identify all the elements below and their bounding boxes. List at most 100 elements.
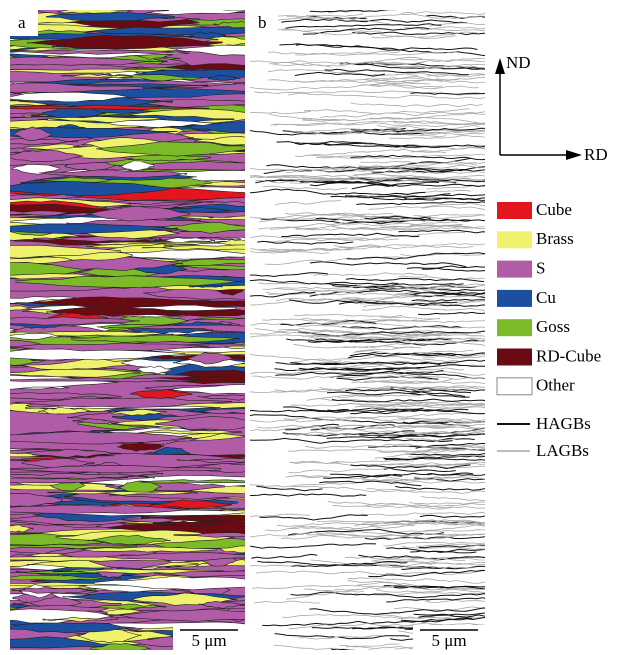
lagb-line	[290, 460, 339, 464]
lagb-line	[250, 564, 308, 567]
lagb-line	[250, 175, 324, 179]
lagb-line	[283, 412, 485, 420]
hagb-line	[337, 635, 410, 640]
lagb-line	[344, 176, 471, 182]
hagb-line	[250, 407, 469, 413]
hagb-line	[324, 68, 469, 76]
legend-swatch	[497, 260, 532, 278]
hagb-line	[353, 63, 485, 70]
lagb-line	[295, 51, 458, 56]
hagb-line	[395, 168, 485, 173]
hagb-line	[390, 386, 485, 392]
grain	[194, 136, 245, 146]
lagb-line	[254, 212, 370, 220]
legend-swatch	[497, 202, 532, 219]
grain	[78, 546, 217, 553]
lagb-line	[368, 202, 485, 210]
lagb-line	[263, 17, 390, 24]
grain	[21, 448, 114, 458]
lagb-line	[421, 430, 485, 434]
lagb-line	[263, 185, 348, 191]
hagb-line	[266, 157, 471, 169]
hagb-line	[312, 359, 485, 366]
lagb-line	[342, 340, 485, 349]
lagb-line	[376, 588, 485, 594]
hagb-line	[309, 261, 467, 268]
legend-swatch	[497, 289, 532, 307]
lagb-line	[258, 213, 403, 223]
lagb-line	[383, 541, 485, 547]
lagb-line	[381, 226, 485, 231]
hagb-line	[275, 369, 444, 376]
lagb-line	[288, 622, 485, 630]
grain	[71, 334, 240, 343]
lagb-line	[258, 226, 319, 230]
lagb-line	[267, 50, 400, 56]
lagb-line	[250, 531, 360, 538]
lagb-line	[277, 328, 435, 335]
lagb-line	[393, 121, 485, 125]
lagb-line	[310, 559, 473, 569]
grain	[93, 576, 245, 591]
grain	[21, 457, 95, 469]
hagb-line	[415, 442, 485, 449]
lagb-line	[292, 479, 485, 487]
lagb-line	[369, 403, 485, 409]
lagb-line	[266, 231, 466, 244]
lagb-line	[326, 423, 485, 432]
hagb-line	[323, 472, 474, 479]
grain	[173, 532, 245, 538]
hagb-line	[257, 560, 408, 566]
lagb-line	[273, 644, 374, 650]
hagb-line	[298, 366, 425, 371]
lagb-line	[409, 501, 485, 505]
lagb-line	[290, 402, 429, 407]
grain	[28, 296, 219, 309]
grain	[158, 520, 220, 527]
grain	[176, 457, 245, 463]
lagb-line	[334, 243, 485, 248]
hagb-line	[383, 467, 456, 473]
hagb-line	[290, 591, 485, 599]
lagb-line	[358, 360, 485, 367]
hagb-line	[350, 464, 471, 470]
hagb-line	[405, 293, 485, 299]
hagb-line	[395, 485, 485, 491]
lagb-line	[297, 427, 485, 435]
panel-label: a	[18, 13, 26, 32]
grain	[90, 642, 151, 650]
grain	[87, 534, 171, 546]
lagb-line	[410, 146, 485, 153]
hagb-line	[336, 376, 439, 381]
lagb-line	[293, 358, 342, 363]
lagb-line	[413, 461, 485, 468]
grain	[10, 472, 149, 480]
lagb-line	[362, 77, 485, 84]
lagb-line	[361, 476, 440, 482]
grain	[175, 369, 245, 378]
lagb-line	[250, 322, 379, 330]
lagb-line	[251, 375, 432, 381]
hagb-line	[400, 616, 485, 623]
lagb-line	[389, 135, 485, 140]
lagb-line	[256, 570, 389, 576]
grain	[10, 504, 189, 514]
hagb-line	[350, 177, 485, 183]
lagb-line	[423, 63, 485, 70]
grain	[122, 161, 245, 171]
hagb-line	[331, 284, 477, 290]
hagb-line	[406, 267, 485, 272]
hagb-line	[384, 457, 485, 461]
hagb-line	[274, 633, 335, 638]
lagb-line	[423, 529, 485, 532]
lagb-line	[400, 252, 485, 257]
grain	[38, 169, 187, 178]
lagb-line	[316, 520, 485, 525]
grain	[10, 342, 210, 352]
grain	[15, 275, 244, 288]
lagb-line	[422, 205, 485, 210]
lagb-line	[361, 520, 485, 527]
grain	[10, 465, 221, 474]
lagb-line	[250, 330, 481, 337]
